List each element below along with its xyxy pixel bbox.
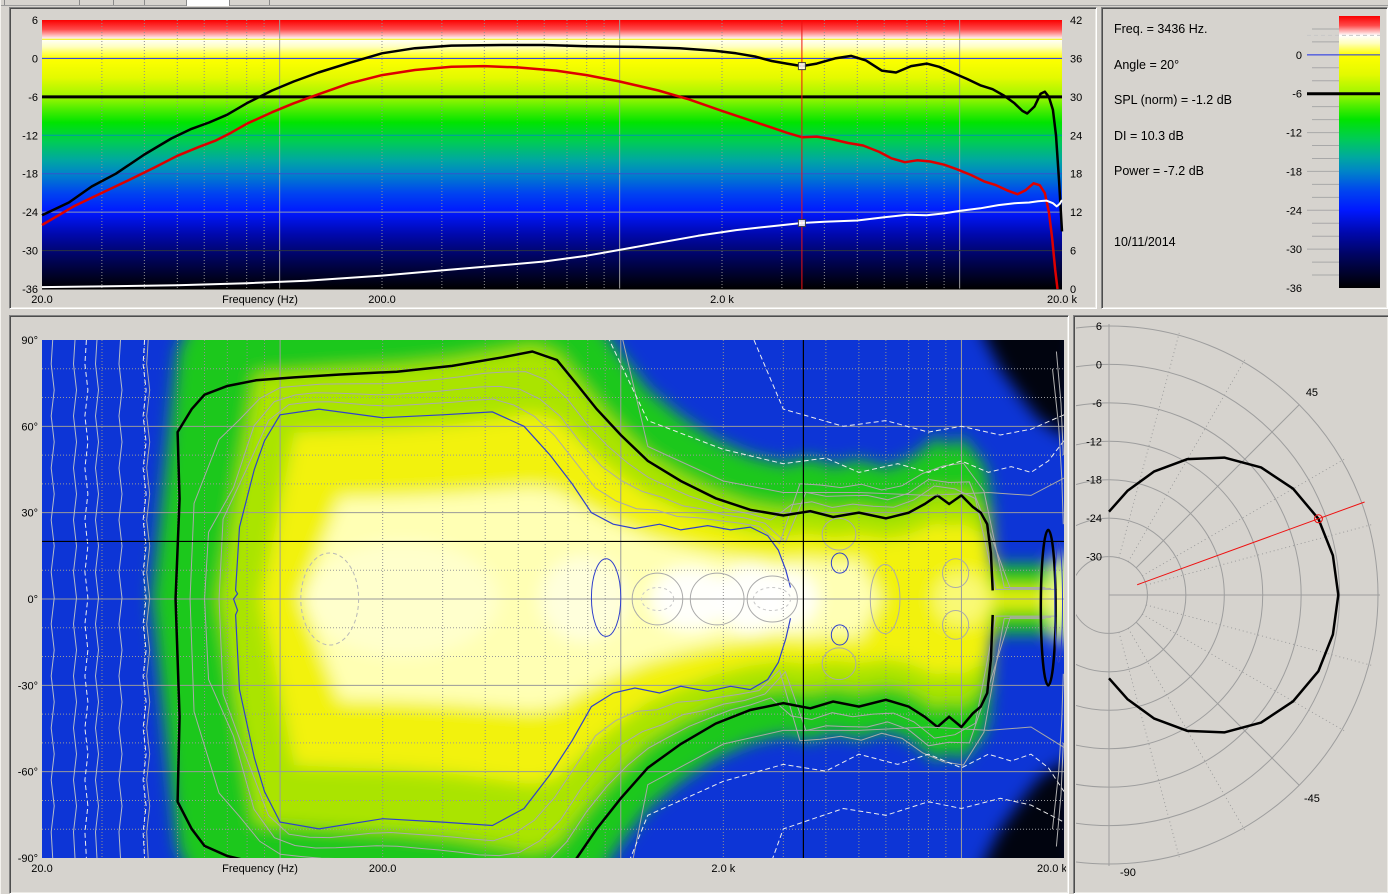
svg-text:200.0: 200.0 [369,863,397,875]
polar-grid [1076,324,1380,866]
readout-spl: SPL (norm) = -1.2 dB [1114,93,1232,107]
readout-angle: Angle = 20° [1114,58,1180,72]
fr-gridlines [42,20,1062,290]
svg-text:90°: 90° [21,335,38,347]
svg-text:6: 6 [32,15,38,27]
fr-gradient-background [42,20,1062,289]
readout-date: 10/11/2014 [1114,235,1176,249]
svg-text:24: 24 [1070,130,1082,142]
map-axis-labels: 90° 60° 30° 0° -30° -60° -90°20.0 200.0 2.0 k 20.… [18,335,1066,875]
tab-divider [269,0,270,5]
fr-axis-labels: 6 0 -6 -12 -18 -24 -30 -36 42 36 30 24 18 12 6 0 20.0 200… [22,15,1082,306]
colorbar-gradient [1339,16,1380,288]
svg-text:2.0 k: 2.0 k [710,294,734,306]
fr-curves [41,43,1064,290]
svg-text:200.0: 200.0 [368,294,396,306]
svg-text:6: 6 [1096,321,1102,333]
svg-text:-36: -36 [22,284,38,296]
directivity-map-chart[interactable]: 90° 60° 30° 0° -30° -60° -90°20.0 200.0 2.0 k 20.… [12,318,1066,891]
svg-text:12: 12 [1070,207,1082,219]
map-contour-lines [50,340,1064,858]
svg-text:2.0 k: 2.0 k [711,863,735,875]
polar-plot-panel: 6 0 -6 -12 -18 -24 -30 45 -45 -90 [1073,315,1388,894]
svg-text:-18: -18 [22,169,38,181]
svg-text:20.0 k: 20.0 k [1037,863,1066,875]
svg-text:30°: 30° [21,508,38,520]
svg-text:-36: -36 [1286,283,1302,295]
svg-text:-12: -12 [22,130,38,142]
directivity-map-panel: 90° 60° 30° 0° -30° -60° -90° 20.0 200.0 2.0 k 20.… [9,315,1069,894]
svg-text:-30°: -30° [18,680,38,692]
svg-text:-90: -90 [1120,867,1136,879]
svg-text:20.0: 20.0 [31,863,52,875]
svg-text:-60°: -60° [18,767,38,779]
fr-curve-power-response [41,64,1059,290]
svg-text:Frequency (Hz): Frequency (Hz) [222,294,298,306]
map-gridlines [42,340,1064,858]
tab-divider [113,0,114,5]
svg-text:-30: -30 [22,246,38,258]
svg-text:45: 45 [1306,387,1318,399]
svg-text:0: 0 [32,53,38,65]
tab-divider [79,0,80,5]
svg-text:0: 0 [1096,359,1102,371]
tab-divider [4,0,5,5]
svg-text:30: 30 [1070,92,1082,104]
colorbar-labels: 0 -6 -12 -18 -24 -30 -36 [1286,50,1302,295]
readout-di: DI = 10.3 dB [1114,129,1184,143]
fr-curve-on-axis-spl [41,43,1064,232]
frequency-response-chart[interactable]: 6 0 -6 -12 -18 -24 -30 -36 42 36 30 24 18 12 6 0 20.0 200… [12,10,1094,306]
svg-text:36: 36 [1070,53,1082,65]
polar-labels: 6 0 -6 -12 -18 -24 -30 45 -45 -90 [1086,321,1320,879]
svg-text:-45: -45 [1304,793,1320,805]
svg-text:42: 42 [1070,15,1082,27]
svg-text:18: 18 [1070,169,1082,181]
tab-divider [144,0,145,5]
svg-text:-12: -12 [1286,128,1302,140]
svg-text:-24: -24 [22,207,38,219]
svg-text:6: 6 [1070,246,1076,258]
fr-cursor-marker [797,62,806,71]
svg-text:-12: -12 [1086,436,1102,448]
svg-text:0°: 0° [27,594,38,606]
svg-text:0: 0 [1296,50,1302,62]
tabstrip [1,0,1388,6]
svg-text:0: 0 [1070,284,1076,296]
fr-curve-directivity-index [41,199,1063,289]
polar-cursor[interactable] [1137,501,1365,586]
svg-text:60°: 60° [21,421,38,433]
svg-text:-24: -24 [1086,513,1102,525]
color-scale-bar: 0 -6 -12 -18 -24 -30 -36 [1286,16,1380,295]
readout-frequency: Freq. = 3436 Hz. [1114,22,1208,36]
svg-text:-18: -18 [1286,166,1302,178]
svg-text:-6: -6 [1092,398,1102,410]
polar-response-curve [1108,456,1340,734]
tab-selected[interactable] [186,0,230,6]
svg-text:-6: -6 [1292,89,1302,101]
svg-text:-30: -30 [1286,244,1302,256]
svg-text:20.0 k: 20.0 k [1047,294,1077,306]
svg-text:-24: -24 [1286,205,1302,217]
svg-text:-18: -18 [1086,475,1102,487]
svg-text:Frequency (Hz): Frequency (Hz) [222,863,298,875]
polar-plot-chart[interactable]: 6 0 -6 -12 -18 -24 -30 45 -45 -90 [1076,318,1386,891]
svg-text:-30: -30 [1086,552,1102,564]
svg-text:-6: -6 [28,92,38,104]
svg-text:20.0: 20.0 [31,294,52,306]
readout-power: Power = -7.2 dB [1114,164,1204,178]
readout-panel: Freq. = 3436 Hz. Angle = 20° SPL (norm) … [1101,7,1388,309]
frequency-response-panel: 6 0 -6 -12 -18 -24 -30 -36 42 36 30 24 18 12 6 0 20.0 200… [9,7,1097,309]
fr-cursor-marker [797,219,806,228]
polar-cursor-marker [1313,514,1323,524]
svg-text:-90°: -90° [18,853,38,865]
